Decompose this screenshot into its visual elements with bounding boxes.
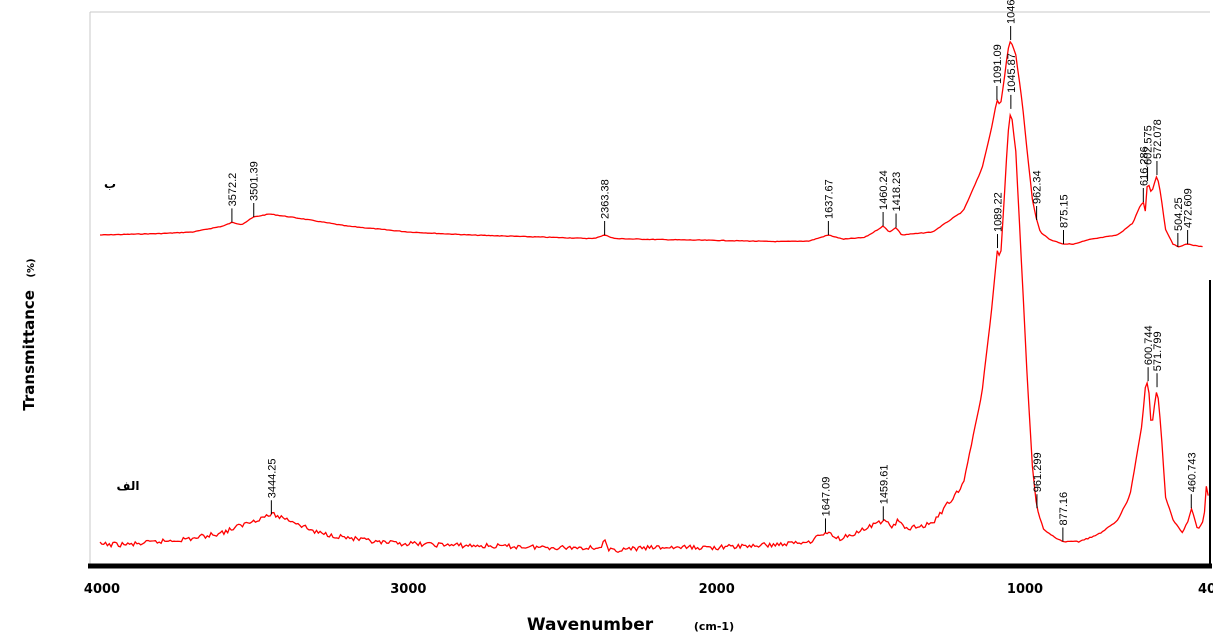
series-tag-top: ب — [104, 177, 116, 191]
peak-label: 1459.61 — [878, 465, 890, 505]
peak-label: 961.299 — [1032, 452, 1044, 492]
peak-label: 3501.39 — [249, 161, 261, 201]
y-axis-unit: (%) — [26, 258, 37, 277]
series-layer — [99, 40, 1209, 554]
peak-label: 1637.67 — [823, 179, 835, 219]
peak-label: 3444.25 — [266, 458, 278, 498]
x-tick-label: 1000 — [1007, 582, 1043, 597]
series-tag-bottom: الف — [117, 479, 140, 493]
peak-label: 3572.2 — [227, 173, 239, 207]
peak-label: 1418.23 — [891, 172, 903, 212]
peak-label: 602.575 — [1143, 125, 1155, 165]
peak-label: 460.743 — [1186, 452, 1198, 492]
peak-label: 504.25 — [1173, 197, 1185, 231]
y-axis-title: Transmittance — [20, 290, 38, 411]
x-axis-unit: (cm-1) — [694, 620, 734, 633]
peak-label: 1045.87 — [1006, 53, 1018, 93]
plot-frame — [88, 11, 1212, 569]
spectrum-line-bottom — [99, 112, 1209, 554]
x-tick-label: 4000 — [84, 582, 120, 597]
peak-label: 600.744 — [1143, 325, 1155, 365]
peak-label: 875.15 — [1058, 194, 1070, 228]
peak-label: 1046.55 — [1006, 0, 1018, 24]
peak-label: 572.078 — [1152, 119, 1164, 159]
x-tick-labels: 4000 3000 2000 1000 400 — [84, 582, 1213, 597]
peak-annotations: 3572.2 3501.39 2363.38 1637.67 1460.24 1418.2… — [227, 0, 1198, 542]
peak-label: 1647.09 — [820, 477, 832, 517]
peak-label: 1089.22 — [992, 192, 1004, 232]
peak-label: 472.609 — [1183, 188, 1195, 228]
peak-label: 1460.24 — [878, 170, 890, 210]
x-tick-label: 3000 — [390, 582, 426, 597]
peak-label: 571.799 — [1152, 331, 1164, 371]
peak-label: 962.34 — [1032, 170, 1044, 204]
x-tick-label: 400 — [1198, 582, 1213, 597]
peak-label: 1091.09 — [992, 44, 1004, 84]
peak-label: 2363.38 — [600, 179, 612, 219]
x-tick-label: 2000 — [699, 582, 735, 597]
spectrum-line-top — [100, 40, 1203, 248]
peak-label: 877.16 — [1058, 492, 1070, 526]
x-axis-title: Wavenumber — [527, 615, 654, 635]
